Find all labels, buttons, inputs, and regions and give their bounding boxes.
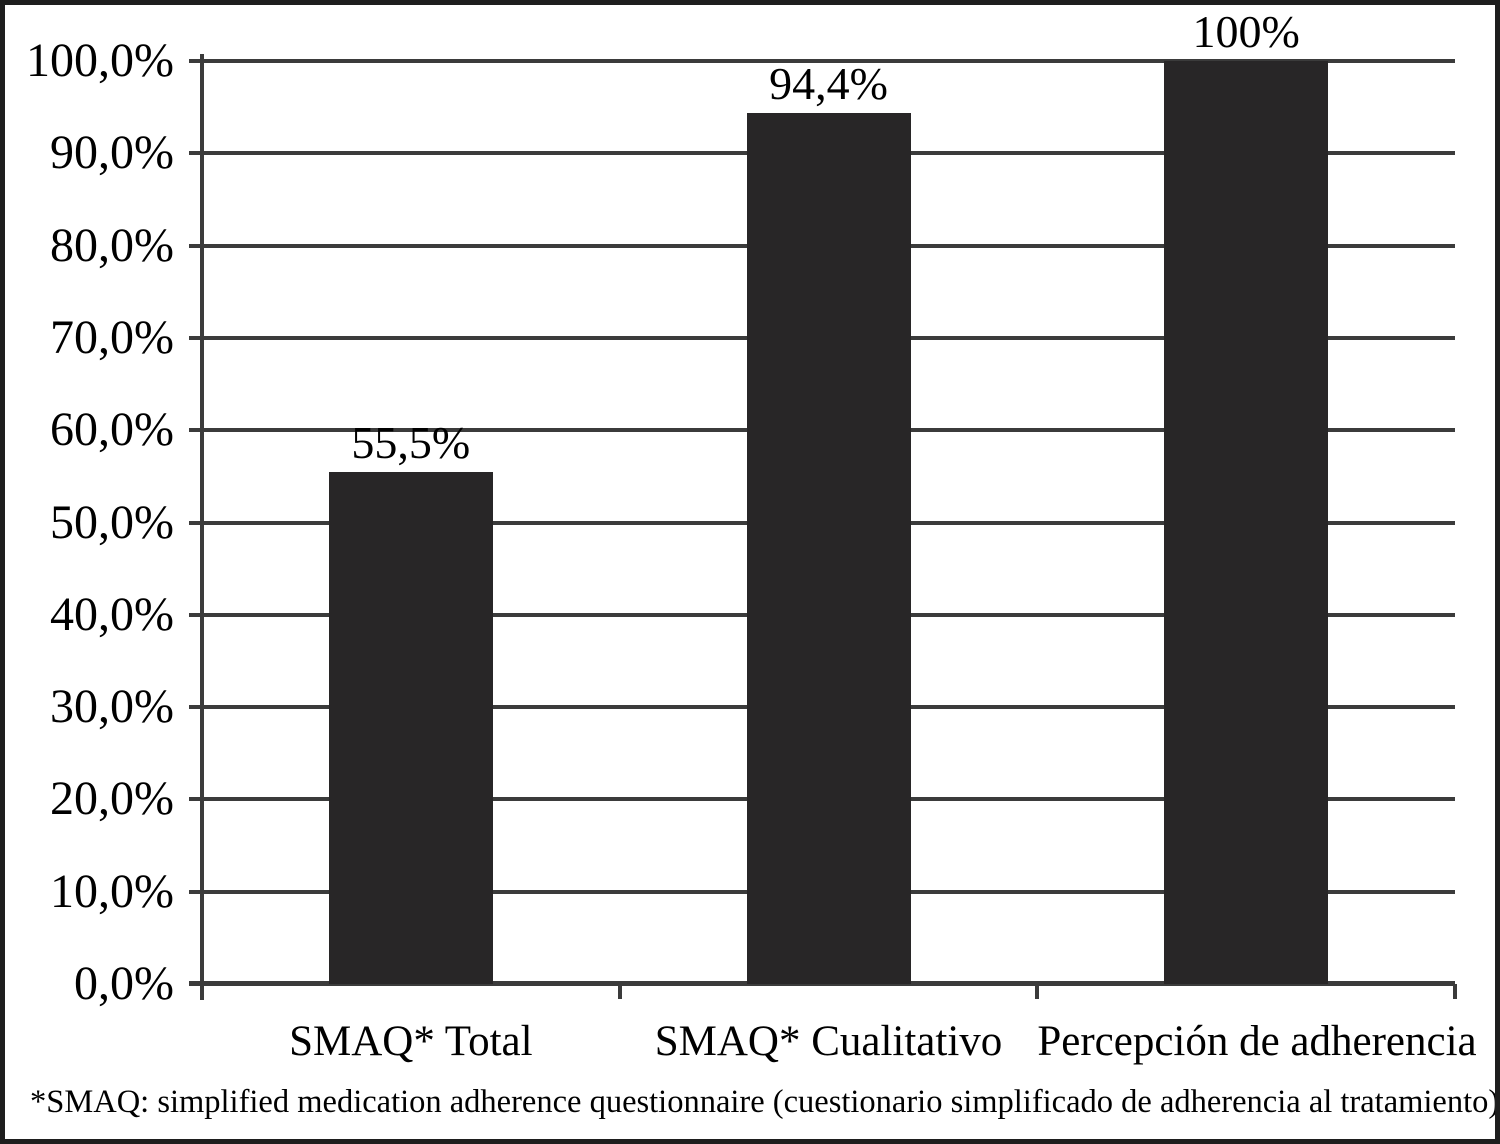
category-label: Percepción de adherencia (1037, 1018, 1477, 1065)
x-axis-tick (1035, 984, 1040, 999)
y-tick-label: 90,0% (50, 126, 174, 180)
y-tick-label: 80,0% (50, 218, 174, 272)
y-tick-label: 40,0% (50, 587, 174, 641)
bar-value-label: 55,5% (351, 416, 471, 468)
category-label: SMAQ* Cualitativo (654, 1018, 1003, 1065)
y-tick-label: 50,0% (50, 495, 174, 549)
gridline (189, 59, 1455, 63)
category-label: SMAQ* Total (289, 1018, 533, 1065)
bar (746, 112, 911, 984)
y-tick-label: 70,0% (50, 310, 174, 364)
y-tick-label: 60,0% (50, 403, 174, 457)
y-tick-label: 100,0% (26, 34, 174, 87)
chart-footnote: *SMAQ: simplified medication adherence q… (30, 1084, 1500, 1120)
bar-value-label: 100% (1192, 6, 1300, 57)
plot-area: 0,0% 10,0% 20,0% 30,0% 40,0% 50,0% 60,0% 70,0% 8… (26, 9, 1477, 1066)
x-axis-tick (200, 984, 204, 999)
y-tick-label: 20,0% (50, 772, 174, 826)
y-tick-label: 10,0% (50, 864, 174, 918)
y-tick-label: 0,0% (74, 957, 174, 1010)
bar (328, 471, 493, 984)
y-axis-line (200, 54, 204, 1000)
bar (1164, 61, 1329, 984)
y-tick-label: 30,0% (50, 680, 174, 734)
x-axis-tick (617, 984, 622, 999)
bar-value-label: 94,4% (769, 57, 888, 109)
x-axis-tick (1453, 984, 1457, 999)
